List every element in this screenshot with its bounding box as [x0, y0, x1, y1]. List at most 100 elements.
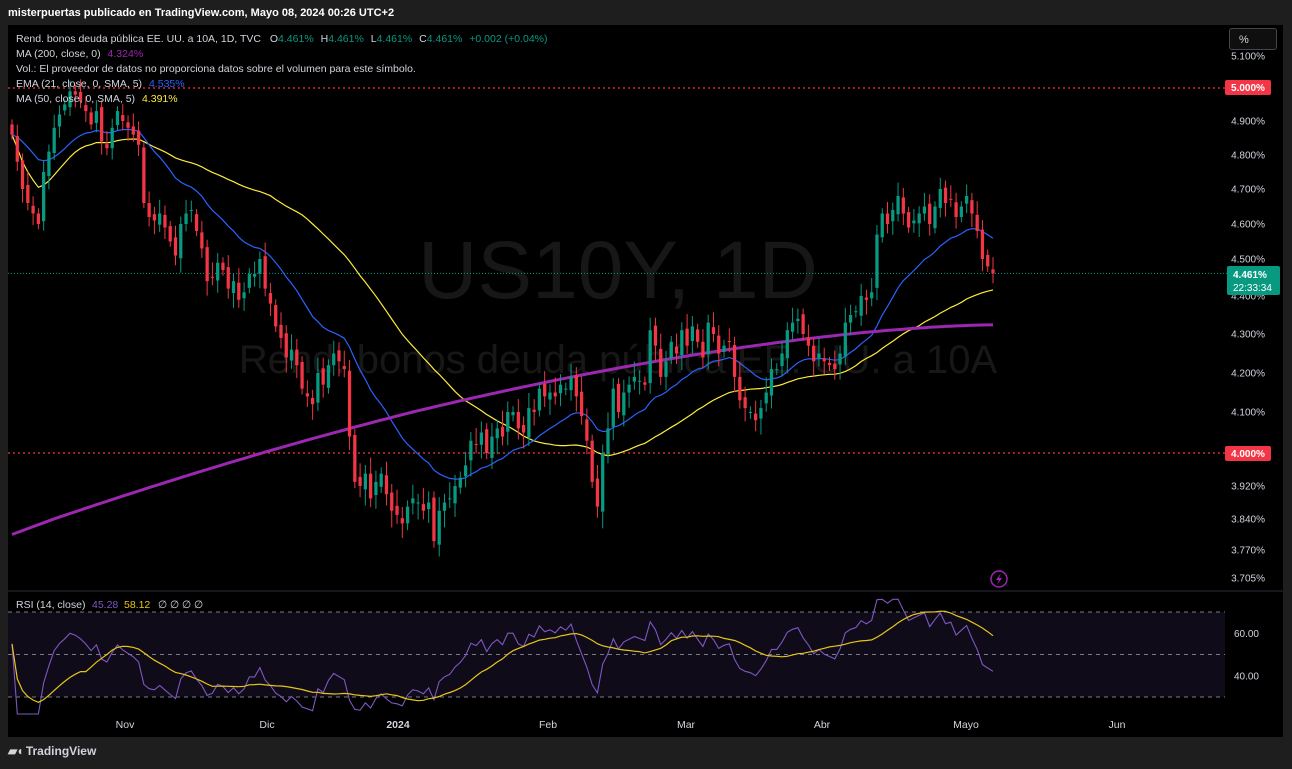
- candle: [532, 399, 536, 426]
- candle: [959, 201, 963, 223]
- candle: [163, 205, 167, 240]
- candle: [94, 100, 99, 133]
- candle-body: [743, 397, 747, 409]
- candle: [754, 400, 758, 432]
- candle: [569, 364, 573, 401]
- candle-body: [369, 473, 373, 499]
- candle-body: [147, 203, 151, 217]
- candle: [15, 124, 19, 171]
- candle-body: [390, 492, 394, 511]
- candle-body: [796, 318, 800, 322]
- chart-frame[interactable]: [8, 25, 1283, 737]
- candle-body: [558, 384, 563, 394]
- candle: [854, 305, 858, 318]
- candle: [121, 104, 125, 131]
- candle-body: [643, 382, 647, 385]
- candle-body: [601, 453, 605, 512]
- x-axis-tick: 2024: [386, 719, 410, 731]
- candle-body: [870, 292, 874, 299]
- candle: [701, 329, 705, 368]
- candle-body: [806, 337, 811, 346]
- candle: [73, 84, 77, 108]
- level-badge-5000[interactable]: [1225, 80, 1271, 95]
- candle: [274, 299, 278, 333]
- candle: [543, 371, 547, 407]
- level-badge-4000[interactable]: [1225, 446, 1271, 461]
- candle: [891, 202, 895, 235]
- candle: [627, 376, 631, 408]
- candle: [210, 262, 215, 286]
- legend-ma200-row[interactable]: MA (200, close, 0) 4.324%: [16, 48, 143, 60]
- candle: [390, 483, 394, 528]
- candle-body: [163, 214, 167, 228]
- candle-body: [775, 369, 779, 371]
- candle-body: [121, 115, 125, 121]
- candle: [553, 377, 557, 405]
- candle: [400, 507, 404, 539]
- candle-body: [326, 365, 331, 388]
- candle: [268, 283, 273, 317]
- candle-body: [68, 91, 72, 108]
- candle-body: [637, 380, 642, 382]
- candle-body: [490, 436, 494, 458]
- candle-body: [843, 322, 847, 357]
- legend-ma200-label: MA (200, close, 0): [16, 48, 101, 60]
- y-axis-tick: 4.900%: [1231, 117, 1265, 128]
- legend-ma50-row[interactable]: MA (50, close, 0, SMA, 5) 4.391%: [16, 93, 178, 105]
- candle-body: [964, 196, 969, 204]
- candle: [379, 467, 383, 494]
- candle: [680, 322, 684, 371]
- candle-body: [268, 293, 273, 304]
- candle-body: [754, 413, 758, 421]
- lightning-icon[interactable]: [990, 570, 1008, 588]
- candle-body: [305, 393, 309, 397]
- footer-brand[interactable]: ▰◖ TradingView: [8, 744, 96, 758]
- candle: [928, 194, 932, 236]
- percent-scale-button[interactable]: %: [1229, 28, 1277, 50]
- candle: [231, 273, 236, 308]
- candle-body: [479, 432, 484, 445]
- candle-body: [26, 184, 30, 203]
- candle-body: [690, 326, 695, 342]
- candle-body: [485, 429, 489, 453]
- candle-body: [437, 510, 441, 545]
- candle: [975, 201, 979, 239]
- candle: [622, 379, 626, 427]
- candle: [374, 470, 378, 509]
- candle-body: [84, 105, 88, 112]
- candle-body: [47, 151, 51, 177]
- price-badge-countdown: 22:33:34: [1233, 283, 1272, 294]
- candle: [764, 377, 768, 412]
- legend-open: 4.461%: [278, 33, 314, 45]
- candle: [574, 367, 578, 412]
- candle-body: [400, 518, 404, 524]
- candle-body: [247, 273, 251, 288]
- legend-vol-row[interactable]: Vol.: El proveedor de datos no proporcio…: [16, 63, 416, 75]
- candle: [848, 304, 853, 336]
- y-axis-tick: 3.840%: [1231, 515, 1265, 526]
- candle: [585, 408, 589, 455]
- candle-body: [221, 262, 225, 271]
- candle-body: [906, 212, 911, 228]
- candle: [158, 199, 162, 233]
- candle-body: [532, 409, 536, 412]
- candle-body: [142, 147, 146, 203]
- legend-ma50-label: MA (50, close, 0, SMA, 5): [16, 93, 136, 105]
- legend-ema21-row[interactable]: EMA (21, close, 0, SMA, 5) 4.535%: [16, 78, 185, 90]
- candle-body: [94, 111, 99, 124]
- watermark-name: Rend. bonos deuda pública EE. UU. a 10A: [239, 338, 998, 382]
- y-axis-tick: 4.800%: [1231, 151, 1265, 162]
- level-badge-5000-text: 5.000%: [1231, 83, 1265, 94]
- candle-body: [764, 392, 768, 404]
- candle: [864, 289, 869, 315]
- rsi-axis-tick: 60.00: [1234, 629, 1259, 640]
- candle-body: [606, 428, 610, 455]
- legend-symbol-row[interactable]: Rend. bonos deuda pública EE. UU. a 10A,…: [16, 33, 548, 45]
- candle: [131, 113, 135, 142]
- candle: [711, 312, 716, 343]
- candle-body: [200, 232, 204, 249]
- candle-body: [216, 262, 220, 281]
- candle-body: [785, 330, 789, 359]
- candle-body: [917, 213, 921, 224]
